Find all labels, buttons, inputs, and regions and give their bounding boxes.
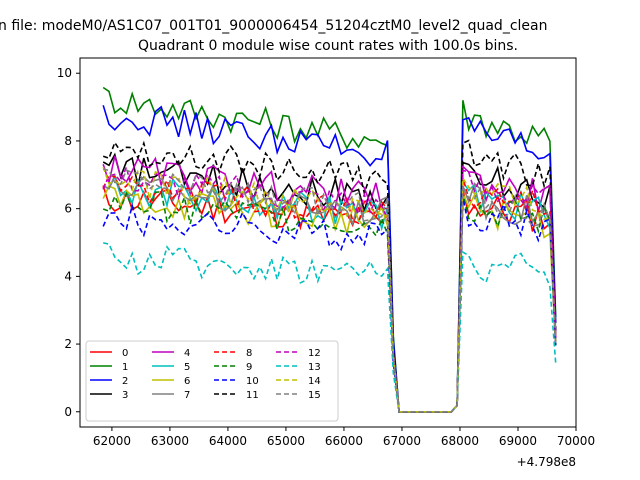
series-line-12 [102, 164, 557, 413]
legend-label-2: 2 [122, 376, 128, 387]
legend-label-4: 4 [184, 348, 190, 359]
legend-label-11: 11 [246, 390, 259, 401]
x-tick-label: 64000 [209, 434, 247, 448]
x-tick-label: 67000 [383, 434, 421, 448]
series-line-11 [102, 139, 557, 413]
x-axis: 62000 63000 64000 65000 66000 67000 68000 69000… [93, 427, 595, 448]
x-offset-label: +4.798e8 [517, 455, 576, 469]
legend-label-10: 10 [246, 376, 259, 387]
x-tick-label: 66000 [325, 434, 363, 448]
series-layer [102, 86, 557, 413]
legend-label-15: 15 [308, 390, 321, 401]
y-tick-label: 10 [57, 66, 72, 80]
legend-label-7: 7 [184, 390, 190, 401]
y-axis: 0 2 4 6 8 10 [57, 66, 80, 419]
y-tick-label: 6 [64, 202, 72, 216]
y-tick-label: 8 [64, 134, 72, 148]
series-line-2 [102, 105, 557, 413]
x-tick-label: 65000 [267, 434, 305, 448]
x-tick-label: 63000 [151, 434, 189, 448]
x-tick-label: 68000 [441, 434, 479, 448]
legend-label-3: 3 [122, 390, 128, 401]
x-tick-label: 69000 [499, 434, 537, 448]
series-line-10 [102, 197, 557, 413]
legend-label-9: 9 [246, 362, 252, 373]
legend-label-1: 1 [122, 362, 128, 373]
axes-frame [79, 57, 577, 428]
series-line-14 [102, 166, 557, 413]
y-tick-label: 4 [64, 269, 72, 283]
legend-label-14: 14 [308, 376, 321, 387]
x-tick-label: 62000 [93, 434, 131, 448]
series-line-15 [103, 168, 557, 413]
y-tick-label: 2 [64, 337, 72, 351]
series-line-13 [103, 242, 557, 413]
legend-label-13: 13 [308, 362, 321, 373]
legend-label-0: 0 [122, 348, 128, 359]
legend-label-12: 12 [308, 348, 321, 359]
legend-box [85, 340, 339, 422]
y-tick-label: 0 [64, 405, 72, 419]
legend-label-5: 5 [184, 362, 190, 373]
plot-area [79, 57, 577, 428]
chart-title: Quadrant 0 module wise count rates with … [138, 38, 518, 54]
figure-suptitle: n file: modeM0/AS1C07_001T01_9000006454_… [0, 18, 547, 34]
x-tick-label: 70000 [557, 434, 595, 448]
series-line-9 [102, 191, 557, 413]
legend-label-6: 6 [184, 376, 190, 387]
series-line-1 [102, 86, 557, 413]
legend-label-8: 8 [246, 348, 252, 359]
